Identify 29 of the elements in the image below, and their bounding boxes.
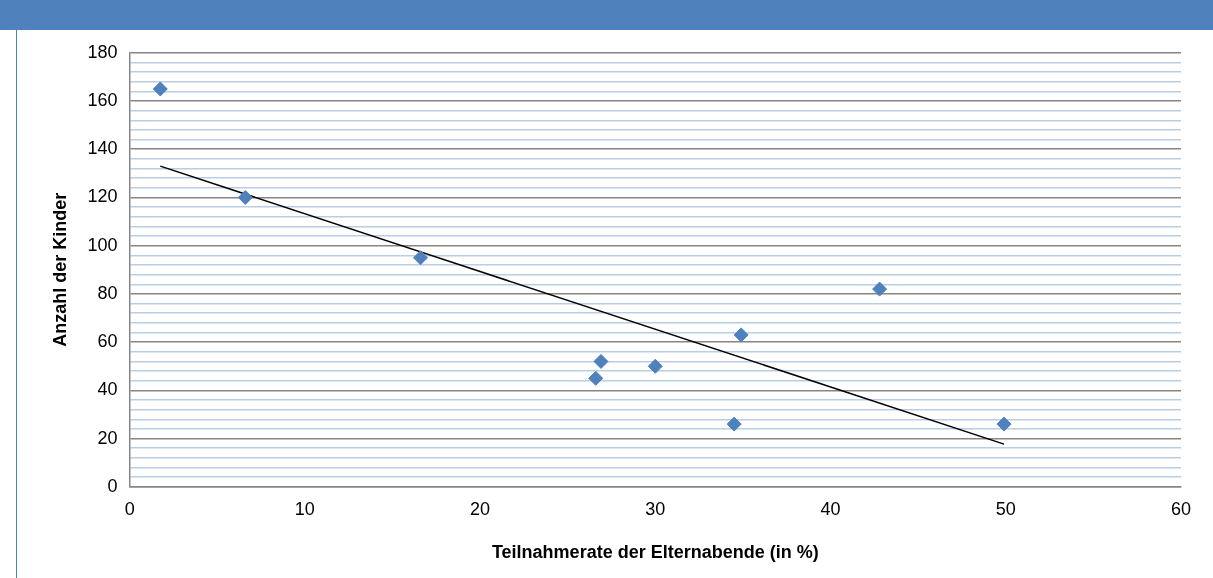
point (647, 358, 663, 374)
point (733, 327, 749, 343)
point (152, 81, 168, 97)
x-tick-label: 60 (1170, 498, 1192, 519)
x-tick-label: 30 (645, 498, 666, 519)
y-tick-label: 120 (87, 186, 118, 207)
point (413, 250, 429, 266)
x-tick-label: 20 (470, 498, 491, 519)
point (726, 416, 742, 432)
y-tick-label: 0 (107, 475, 118, 496)
point (237, 189, 253, 205)
y-tick-label: 180 (87, 41, 118, 62)
point (588, 370, 604, 386)
y-axis-title: Anzahl der Kinder (49, 192, 70, 347)
point (872, 281, 888, 297)
point (996, 416, 1012, 432)
y-tick-label: 20 (97, 427, 118, 448)
x-axis-title: Teilnahmerate der Elternabende (in %) (491, 542, 819, 563)
y-tick-label: 160 (87, 89, 118, 110)
y-tick-label: 40 (97, 379, 118, 400)
x-tick-label: 0 (124, 498, 135, 519)
y-tick-label: 100 (87, 234, 118, 255)
x-tick-label: 10 (294, 498, 315, 519)
x-tick-label: 50 (995, 498, 1016, 519)
point (593, 353, 609, 369)
y-tick-label: 140 (87, 138, 118, 159)
y-tick-label: 80 (97, 282, 118, 303)
y-tick-label: 60 (97, 331, 118, 352)
x-tick-label: 40 (820, 498, 841, 519)
